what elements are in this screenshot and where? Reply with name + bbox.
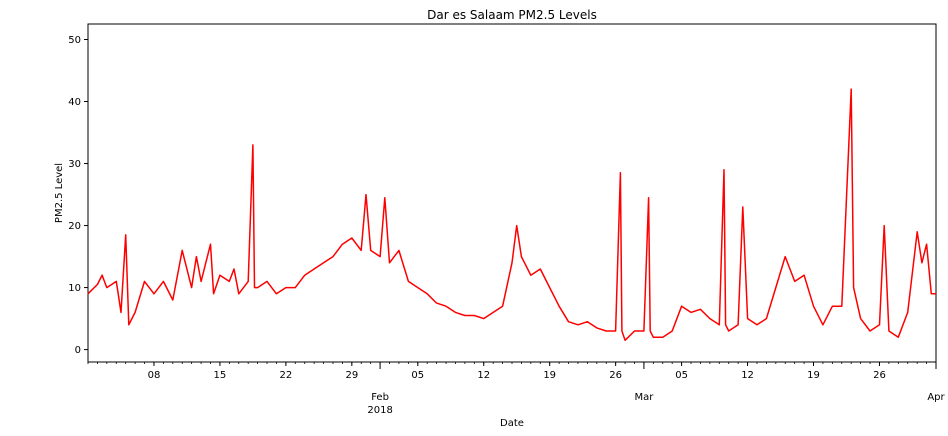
series-line: [87, 88, 936, 342]
y-tick-label: 30: [68, 159, 81, 170]
x-axis-title: Date: [500, 418, 524, 429]
x-tick-label: 29: [345, 370, 358, 381]
x-tick-label: 19: [807, 370, 820, 381]
x-month-label: Mar: [634, 392, 654, 403]
x-month-label: Feb: [371, 392, 389, 403]
plot-area-frame: [87, 23, 937, 363]
x-tick-label: 26: [609, 370, 622, 381]
y-tick-label: 50: [68, 35, 81, 46]
x-tick-label: 26: [873, 370, 886, 381]
x-axis: 08 15 22 29 05 12 19 26 05 12 19 26 Feb 2018 Mar Apr: [87, 362, 946, 416]
x-tick-label: 12: [477, 370, 490, 381]
y-tick-label: 20: [68, 221, 81, 232]
x-tick-label: 15: [214, 370, 227, 381]
chart-title: Dar es Salaam PM2.5 Levels: [427, 8, 597, 22]
y-tick-label: 10: [68, 283, 81, 294]
x-tick-label: 22: [279, 370, 292, 381]
y-tick-label: 0: [75, 345, 81, 356]
x-year-label: 2018: [367, 405, 392, 416]
x-tick-label: 05: [675, 370, 688, 381]
series-group: [87, 88, 936, 342]
x-month-label: Apr: [927, 392, 945, 403]
y-tick-label: 40: [68, 97, 81, 108]
y-axis-title: PM2.5 Level: [54, 163, 65, 223]
x-tick-label: 19: [543, 370, 556, 381]
x-tick-label: 08: [148, 370, 161, 381]
x-tick-label: 12: [741, 370, 754, 381]
x-tick-label: 05: [411, 370, 424, 381]
y-axis: 0 10 20 30 40 50: [68, 35, 88, 356]
